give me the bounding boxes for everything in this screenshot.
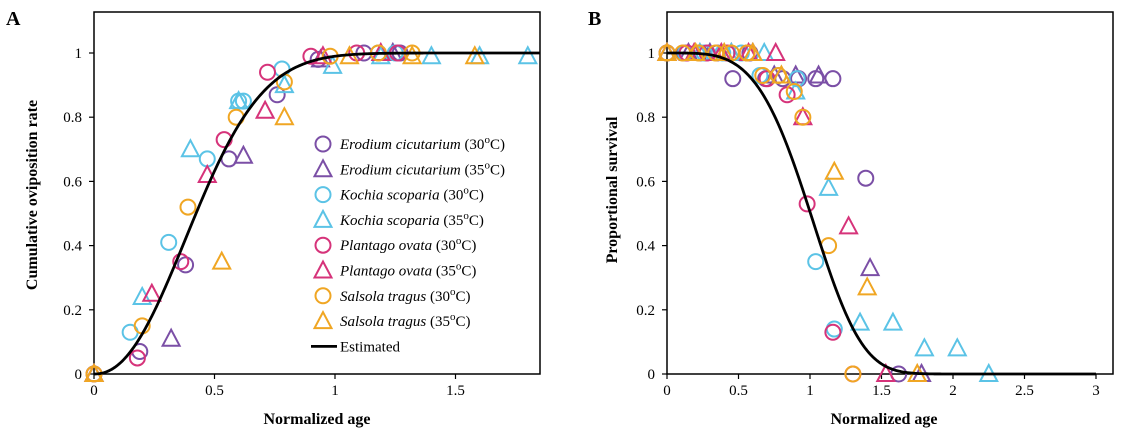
legend-entry-label: Salsola tragus (30oC) (340, 286, 471, 305)
panel-a-y-axis-title: Cumulative oviposition rate (24, 100, 41, 290)
panel-a-kochia-triangle-point (421, 45, 442, 65)
panel-a-plot-frame (93, 11, 541, 375)
panel-a-kochia-triangle-point (274, 73, 295, 94)
legend-entry-label: Plantago ovata (35oC) (339, 261, 476, 280)
panel-a-y-tick-label: 0.4 (63, 239, 82, 255)
panel-a-x-tick-label: 1.5 (446, 383, 465, 399)
panel-a-y-tick-label: 0 (75, 367, 83, 383)
panel-a-y-tick-label: 0.8 (63, 110, 82, 126)
panel-b-plantago-circle-point (798, 195, 816, 213)
panel-a-salsola-triangle-point (464, 45, 485, 65)
legend-circle-swatch (314, 135, 332, 153)
panel-b-kochia-triangle-point (754, 41, 775, 61)
panel-b-plantago-triangle-point (838, 215, 859, 235)
panel-b-kochia-triangle-point (849, 311, 871, 331)
panel-a-salsola-circle-point (179, 198, 197, 216)
panel-b-kochia-triangle-point (818, 176, 839, 196)
panel-a-x-axis-title: Normalized age (263, 411, 370, 428)
panel-b-salsola-triangle-point (824, 160, 845, 180)
legend-entry-label: Estimated (340, 339, 400, 355)
panel-b-x-tick-label: 1.5 (872, 383, 891, 399)
panel-b-erodium-circle-point (724, 70, 742, 88)
legend-circle-swatch (314, 236, 332, 254)
panel-a-kochia-triangle-point (228, 90, 249, 110)
panel-b-salsola-circle-point (794, 108, 812, 126)
panel-a-plantago-triangle-point (254, 99, 276, 119)
panel-b-erodium-triangle-point (808, 64, 829, 84)
panel-b-kochia-triangle-point (947, 337, 968, 357)
panel-b-kochia-circle-point (807, 253, 825, 271)
panel-b-x-tick-label: 3 (1092, 383, 1100, 399)
legend-entry-label: Erodium cicutarium (30oC) (339, 134, 505, 153)
panel-b-plantago-triangle-point (765, 41, 786, 61)
panel-a-kochia-triangle-point (517, 45, 538, 65)
panel-a-erodium-triangle-point (160, 327, 182, 347)
legend-triangle-swatch (312, 208, 334, 228)
panel-a-plantago-triangle-point (197, 163, 218, 183)
panel-b-kochia-triangle-point (882, 311, 904, 331)
panel-a-x-tick-label: 1 (331, 383, 339, 399)
panel-a-erodium-triangle-point (233, 144, 254, 164)
panel-b-plantago-circle-point (824, 323, 842, 341)
panel-a-erodium-circle-point (177, 256, 195, 274)
panel-a-plantago-triangle-point (312, 45, 334, 65)
panel-b-y-tick-label: 0 (648, 367, 656, 383)
panel-a-kochia-circle-point (160, 233, 178, 251)
panel-b-salsola-triangle-point (771, 64, 792, 84)
legend-triangle-swatch (312, 158, 334, 178)
panel-a-plantago-triangle-point (141, 282, 163, 302)
panel-b-y-tick-label: 0.2 (636, 303, 655, 319)
panel-b-x-tick-label: 2 (949, 383, 957, 399)
panel-b-x-tick-label: 1 (806, 383, 814, 399)
panel-b-salsola-triangle-point (857, 276, 878, 296)
panel-b-salsola-triangle-point (742, 41, 763, 61)
legend-entry-label: Salsola tragus (35oC) (340, 311, 471, 330)
panel-b-y-tick-label: 0.8 (636, 110, 655, 126)
legend-triangle-swatch (312, 309, 334, 330)
panel-b-y-tick-label: 0.6 (636, 174, 655, 190)
panel-a-erodium-circle-point (268, 86, 286, 104)
panel-b-erodium-circle-point (857, 169, 875, 187)
panel-a-y-tick-label: 1 (75, 46, 83, 62)
panel-b-salsola-circle-point (785, 83, 803, 101)
legend-entry-label: Erodium cicutarium (35oC) (339, 159, 505, 178)
legend-entry-label: Plantago ovata (30oC) (339, 235, 476, 254)
legend-entry-label: Kochia scoparia (35oC) (339, 210, 484, 229)
panel-b-y-tick-label: 0.4 (636, 239, 655, 255)
panel-a-y-tick-label: 0.6 (63, 174, 82, 190)
panel-b-letter: B (588, 8, 601, 30)
panel-b-erodium-triangle-point (859, 256, 881, 277)
panel-a-plantago-circle-point (259, 63, 277, 81)
panel-a-salsola-triangle-point (274, 106, 295, 126)
panel-b-kochia-triangle-point (914, 337, 935, 357)
panel-b-salsola-circle-point (844, 365, 862, 383)
panel-a-legend: Erodium cicutarium (30oC) Erodium cicutar… (311, 134, 505, 355)
panel-b-y-tick-label: 1 (648, 46, 656, 62)
panel-a-x-tick-label: 0 (90, 383, 98, 399)
legend-entry-label: Kochia scoparia (30oC) (339, 185, 484, 204)
panel-b-erodium-circle-point (824, 70, 842, 88)
panel-a-estimated-curve (93, 51, 540, 376)
panel-a-plantago-circle-point (128, 349, 146, 367)
panel-a-x-tick-label: 0.5 (205, 383, 224, 399)
panel-b-x-tick-label: 0.5 (729, 383, 748, 399)
legend-triangle-swatch (312, 259, 334, 279)
panel-b-x-tick-label: 2.5 (1015, 383, 1034, 399)
panel-b-y-axis-title: Proportional survival (604, 116, 621, 263)
panel-a-salsola-triangle-point (211, 250, 232, 270)
panel-b-plantago-triangle-point (875, 362, 896, 382)
panel-a-letter: A (6, 8, 21, 30)
panel-a-kochia-triangle-point (180, 138, 201, 158)
panel-b-estimated-curve (667, 51, 1096, 376)
legend-circle-swatch (314, 186, 332, 204)
panel-b-x-axis-title: Normalized age (830, 411, 937, 428)
panel-a-kochia-triangle-point (322, 54, 343, 74)
panel-b-x-tick-label: 0 (663, 383, 671, 399)
panel-a-y-tick-label: 0.2 (63, 303, 82, 319)
legend-circle-swatch (314, 287, 332, 305)
panel-a-salsola-triangle-point (401, 45, 423, 65)
